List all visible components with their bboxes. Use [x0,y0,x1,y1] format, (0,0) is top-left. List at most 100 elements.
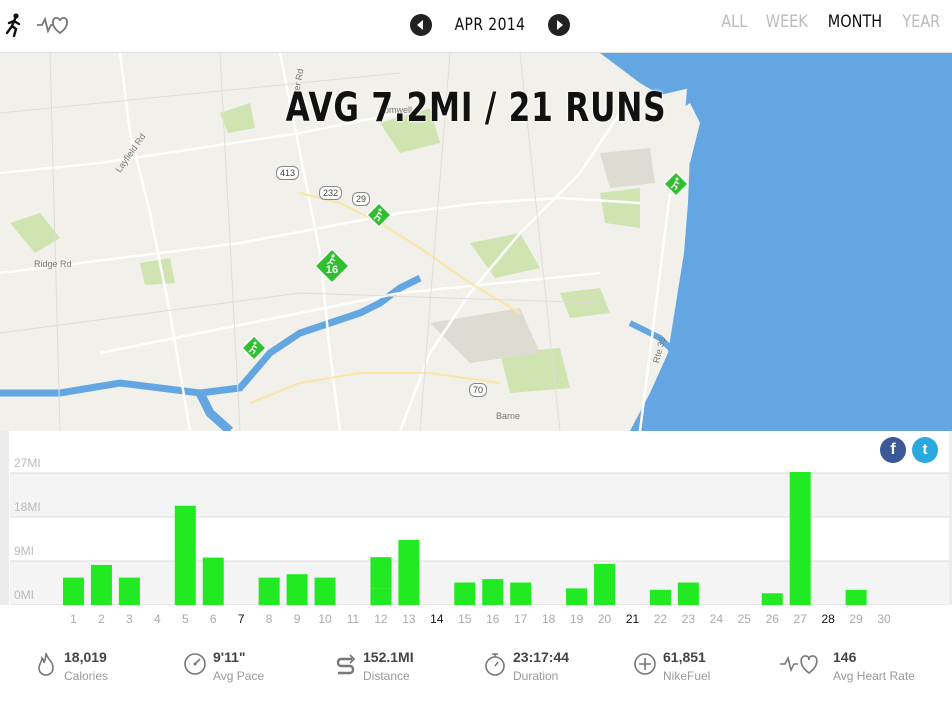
month-label: APR 2014 [454,15,526,35]
run-marker[interactable] [662,170,690,204]
run-cluster-marker[interactable]: 16 [313,247,351,286]
x-tick-label: 5 [181,612,189,626]
x-tick-label: 25 [737,612,751,626]
bar-day-20[interactable] [594,563,616,605]
top-bar: APR 2014 ALL WEEK MONTH YEAR [0,0,952,53]
bar-day-8[interactable] [258,577,280,605]
stat-label: Calories [64,669,109,683]
heart-rate-icon[interactable] [36,12,69,38]
bar-day-12[interactable] [370,588,392,605]
runner-pin-icon [313,247,351,285]
chevron-right-icon [557,20,563,30]
bar-day-1[interactable] [63,577,84,605]
map-label-cromwell: omwell [384,105,413,115]
stat-value: 23:17:44 [513,649,570,665]
x-tick-label: 28 [821,612,835,626]
x-tick-label: 13 [402,612,416,626]
x-tick-label: 27 [793,612,807,626]
x-tick-label: 19 [569,612,584,626]
x-tick-label: 14 [430,612,444,626]
route-icon [336,654,356,675]
stat-value: 9'11" [213,649,246,665]
bar-day-16[interactable] [482,579,504,605]
bar-day-2[interactable] [90,564,112,605]
x-tick-label: 15 [458,612,472,626]
x-tick-label: 1 [70,612,77,626]
stopwatch-icon [485,653,505,676]
bar-day-27[interactable] [789,472,811,605]
stat-value: 18,019 [64,649,107,665]
x-tick-label: 3 [126,612,133,626]
bar-day-10[interactable] [314,577,336,605]
bar-day-3[interactable] [118,577,140,605]
chevron-left-icon [417,20,423,30]
x-tick-label: 17 [514,612,528,626]
x-tick-label: 2 [98,612,105,626]
facebook-icon: f [890,441,896,458]
x-tick-label: 16 [486,612,500,626]
heart-rate-icon [780,655,818,674]
runner-pin-icon [240,334,268,362]
fuel-plus-icon [634,653,656,675]
tab-all[interactable]: ALL [721,12,748,32]
bar-day-17[interactable] [510,582,532,605]
stat-label: Distance [363,669,410,683]
run-marker[interactable] [365,201,393,235]
stat-avg-heart-rate: 146 Avg Heart Rate [780,649,942,689]
x-tick-label: 24 [709,612,724,626]
twitter-share-button[interactable]: t [912,437,938,463]
run-map[interactable]: Layfield Rd Ridge Rd River Rd omwell Rte… [0,53,952,431]
stats-bar [0,605,952,703]
x-tick-label: 29 [849,612,863,626]
x-tick-label: 20 [597,612,612,626]
bar-day-15[interactable] [454,582,476,605]
route-shield-29: 29 [352,192,371,206]
x-tick-label: 6 [209,612,217,626]
x-tick-label: 22 [653,612,668,626]
bar-day-23[interactable] [677,582,699,605]
runner-pin-icon [662,170,690,198]
run-marker[interactable] [240,334,268,368]
bar-day-12[interactable] [370,557,392,589]
next-month-button[interactable] [548,14,570,36]
tab-week[interactable]: WEEK [765,12,808,32]
x-tick-label: 21 [625,612,640,626]
runner-pin-icon [365,201,393,229]
route-shield-232: 232 [319,186,343,200]
bar-day-6[interactable] [202,557,224,605]
bar-day-29[interactable] [845,589,867,605]
bar-day-13[interactable] [398,539,420,605]
runner-icon[interactable] [2,12,34,38]
bar-day-19[interactable] [566,588,588,605]
bar-day-22[interactable] [649,589,671,605]
map-label-ridge: Ridge Rd [34,259,72,269]
bar-day-5[interactable] [174,505,196,605]
facebook-share-button[interactable]: f [880,437,906,463]
stat-value: 152.1MI [363,649,414,665]
map-label-barne: Barne [496,411,521,421]
x-tick-label: 23 [681,612,696,626]
x-tick-label: 8 [265,612,273,626]
stat-label: Avg Pace [213,669,265,683]
flame-icon [38,652,54,676]
x-tick-label: 9 [293,612,301,626]
route-shield-70: 70 [469,383,488,397]
x-tick-label: 26 [765,612,779,626]
bar-day-26[interactable] [761,593,783,605]
previous-month-button[interactable] [410,14,432,36]
month-navigator: APR 2014 [410,10,570,40]
x-tick-label: 18 [541,612,556,626]
map-headline: AVG 7.2MI / 21 RUNS [285,85,667,131]
x-tick-label: 30 [877,612,891,626]
tab-month[interactable]: MONTH [828,12,883,32]
speedometer-icon [184,653,206,675]
x-tick-label: 12 [374,612,388,626]
stat-label: Avg Heart Rate [833,669,915,683]
cluster-count: 16 [325,264,339,276]
bar-day-9[interactable] [286,574,308,605]
twitter-icon: t [922,441,928,458]
tab-year[interactable]: YEAR [902,12,941,32]
x-tick-label: 10 [318,612,332,626]
range-tabs: ALL WEEK MONTH YEAR [719,12,944,32]
x-tick-label: 11 [346,612,360,626]
